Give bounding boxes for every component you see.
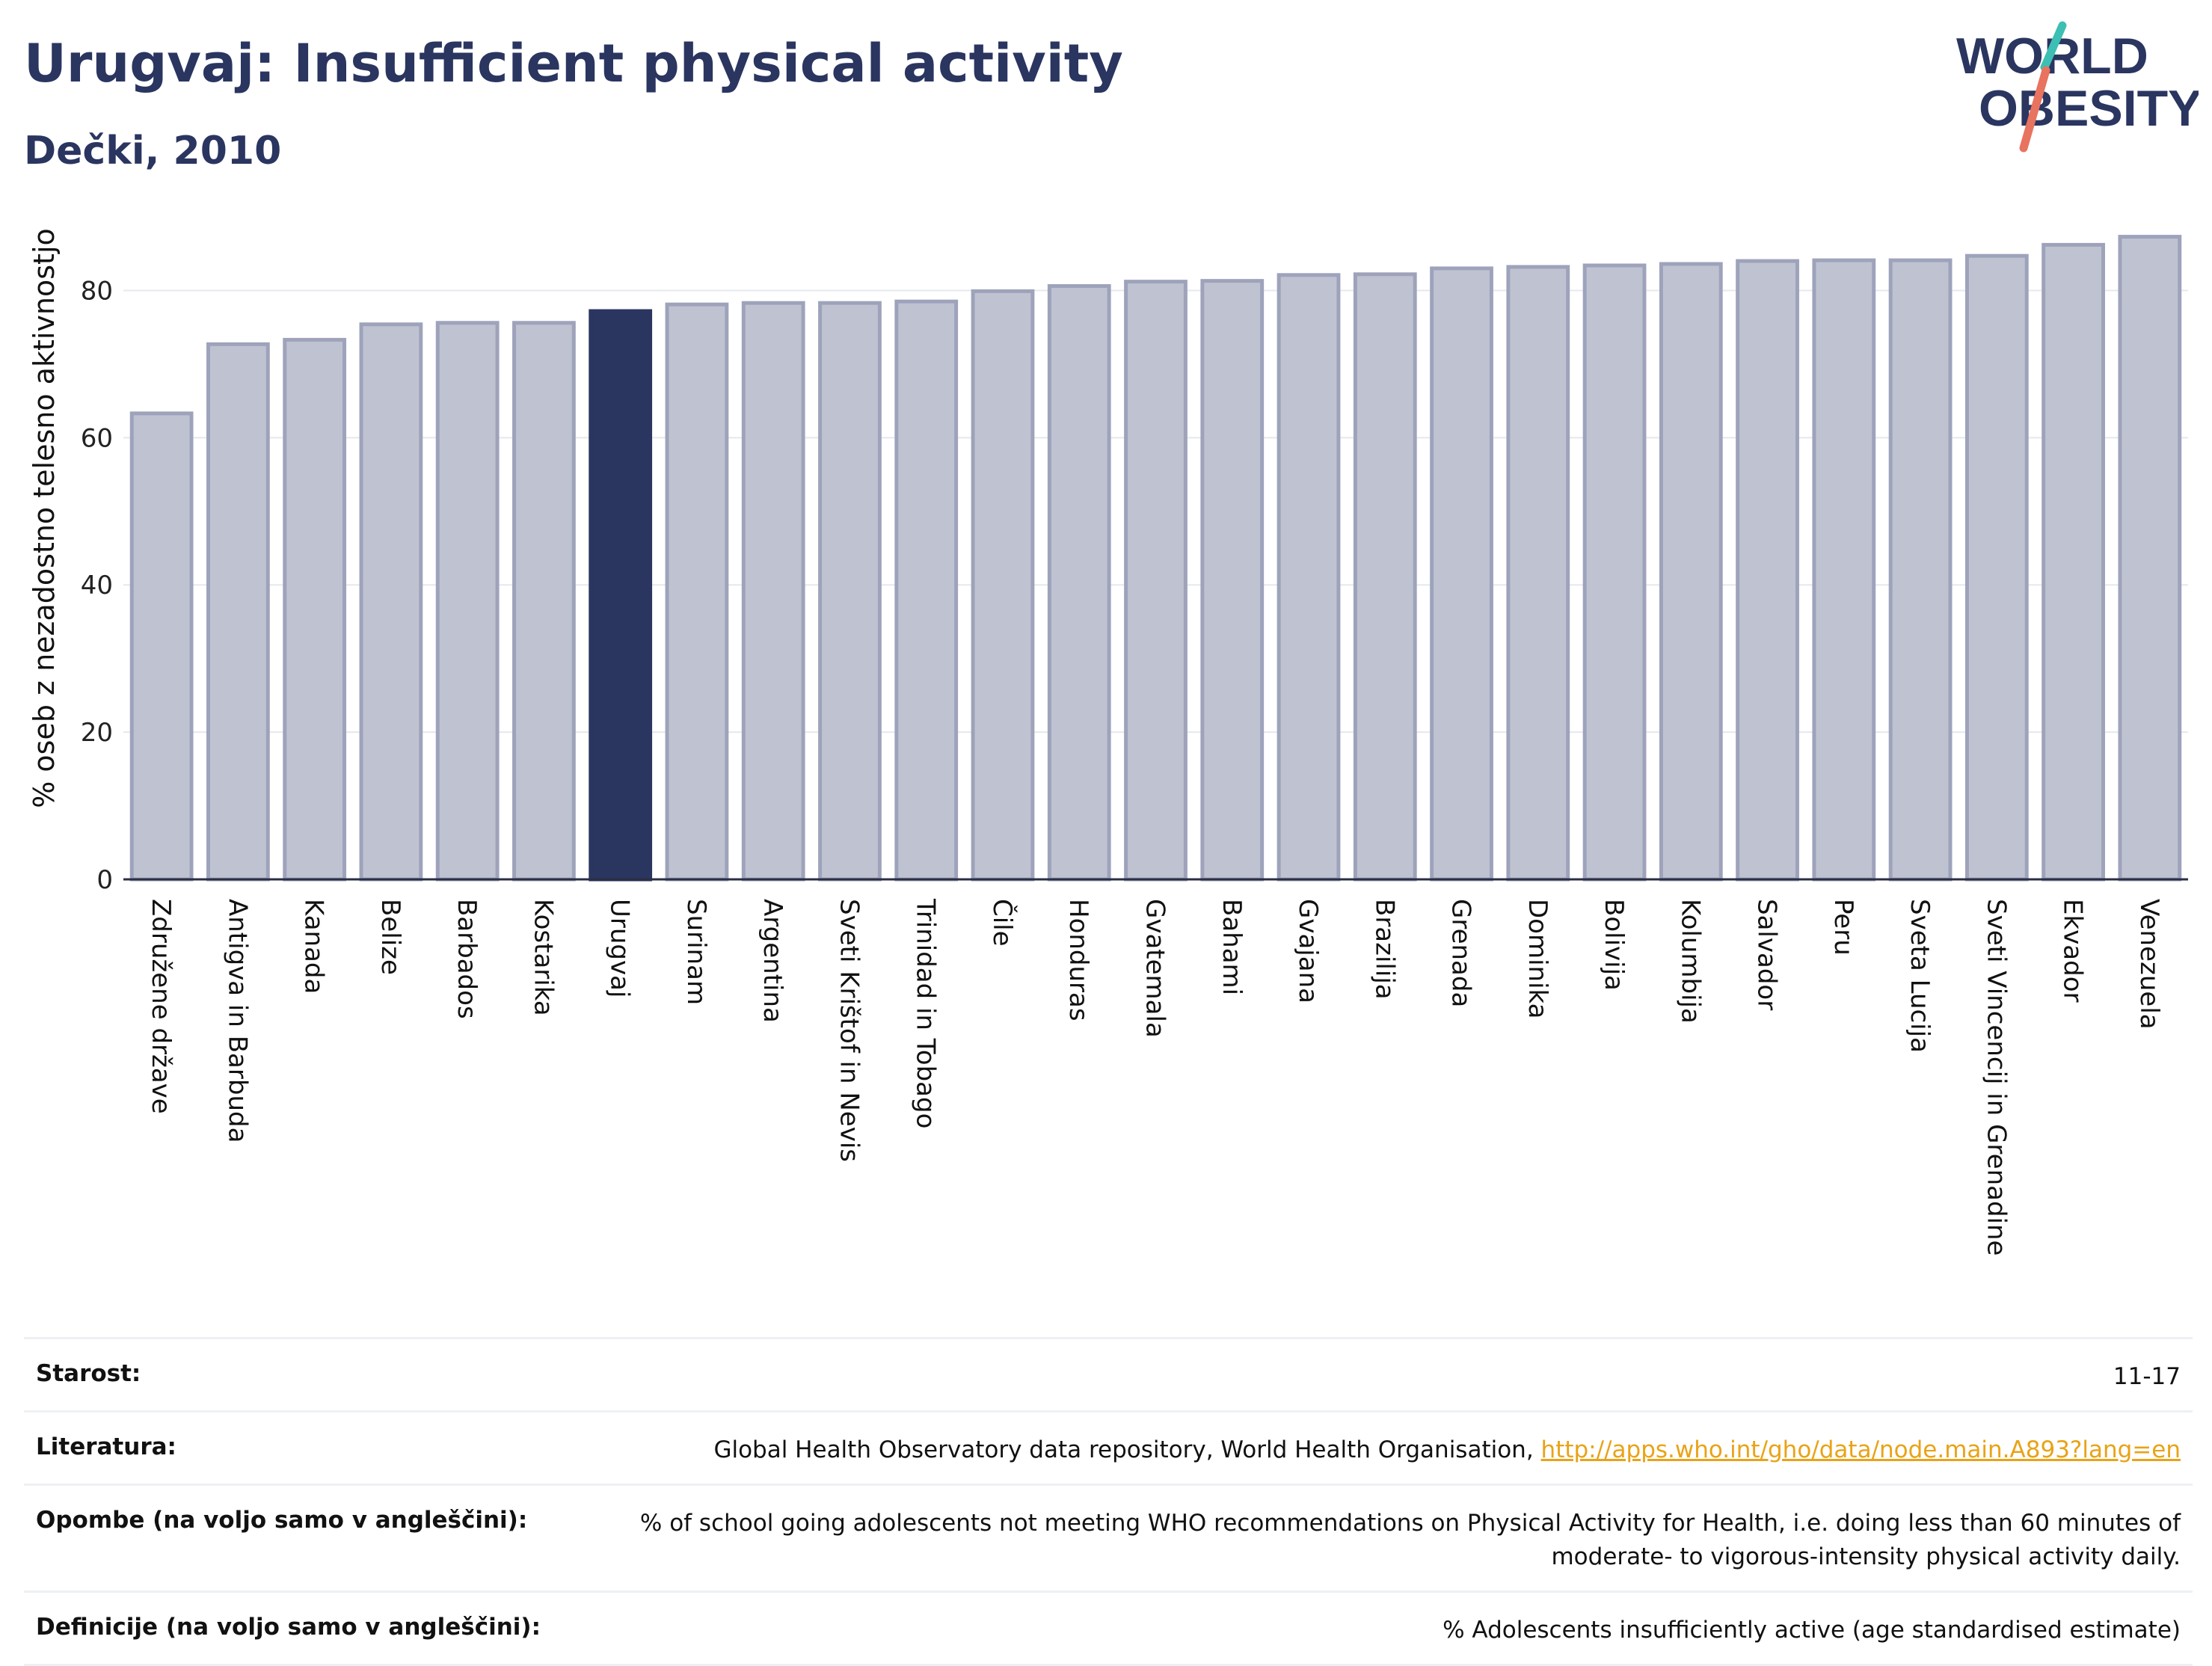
age-label: Starost:	[36, 1360, 141, 1387]
page-subtitle: Dečki, 2010	[24, 129, 282, 173]
y-tick-label: 80	[81, 276, 113, 306]
y-axis-label: % oseb z nezadostno telesno aktivnostjo	[28, 228, 61, 808]
x-tick-label: Grenada	[1446, 899, 1476, 1007]
notes-value: % of school going adolescents not meetin…	[639, 1509, 2181, 1570]
bar	[665, 302, 729, 882]
x-tick-label: Barbados	[452, 899, 482, 1019]
y-tick-label: 40	[81, 571, 113, 600]
x-tick-label: Bahami	[1217, 899, 1247, 995]
bar-chart: 0 20 40 60 80 % oseb z nezadostno telesno akt…	[28, 228, 2188, 1255]
bar	[1200, 279, 1265, 882]
bar	[435, 321, 500, 882]
info-row-age: Starost: 11-17	[24, 1337, 2193, 1410]
bar	[2042, 242, 2105, 882]
bar	[971, 289, 1035, 882]
x-tick-label: Salvador	[1752, 899, 1782, 1010]
x-tick-label: Sveta Lucija	[1905, 899, 1935, 1053]
x-tick-label: Gvatemala	[1140, 899, 1170, 1038]
x-tick-label: Surinam	[681, 899, 711, 1005]
x-tick-label: Ekvador	[2058, 899, 2088, 1003]
bar	[1276, 273, 1341, 882]
x-tick-label: Peru	[1828, 899, 1858, 956]
bar	[206, 342, 270, 882]
bar	[283, 337, 347, 882]
logo-slash-red	[2019, 66, 2050, 153]
x-tick-label: Sveti Krištof in Nevis	[834, 899, 864, 1162]
x-tick-label: Gvajana	[1293, 899, 1323, 1003]
bar	[1353, 272, 1417, 882]
info-row-literature: Literatura: Global Health Observatory da…	[24, 1410, 2193, 1484]
literature-label: Literatura:	[36, 1433, 176, 1460]
x-tick-label: Bolivija	[1599, 899, 1629, 991]
bar	[512, 321, 576, 882]
info-row-notes: Opombe (na voljo samo v angleščini): % o…	[24, 1483, 2193, 1590]
bar	[2118, 235, 2182, 882]
x-tick-label: Kostarika	[528, 899, 558, 1016]
bar	[1582, 263, 1647, 882]
bar	[1736, 259, 1799, 882]
y-tick-label: 60	[81, 423, 113, 453]
x-tick-label: Antigva in Barbuda	[222, 899, 252, 1143]
literature-link[interactable]: http://apps.who.int/gho/data/node.main.A…	[1540, 1436, 2181, 1463]
x-tick-label: Honduras	[1063, 899, 1093, 1021]
x-tick-label: Združene države	[146, 899, 176, 1114]
literature-value: Global Health Observatory data repositor…	[713, 1433, 2181, 1467]
x-tick-label: Kanada	[299, 899, 329, 994]
x-tick-label: Argentina	[758, 899, 787, 1023]
notes-label: Opombe (na voljo samo v angleščini):	[36, 1506, 528, 1534]
age-value: 11-17	[2113, 1363, 2181, 1390]
bar	[1659, 262, 1723, 882]
x-tick-label: Dominika	[1523, 899, 1552, 1018]
y-tick-label: 20	[81, 718, 113, 748]
x-tick-label: Urugvaj	[605, 899, 635, 998]
x-tick-label: Čile	[987, 899, 1018, 947]
bar	[741, 301, 805, 882]
bar	[1812, 258, 1876, 882]
bar	[359, 322, 423, 882]
x-tick-label: Trinidad in Tobago	[911, 898, 941, 1128]
x-tick-label: Venezuela	[2134, 899, 2164, 1030]
info-row-definitions: Definicije (na voljo samo v angleščini):…	[24, 1590, 2193, 1666]
x-tick-label: Brazilija	[1369, 899, 1399, 1000]
bar	[1506, 265, 1570, 882]
bar	[1888, 258, 1953, 882]
definitions-label: Definicije (na voljo samo v angleščini):	[36, 1613, 541, 1641]
bar	[1964, 253, 2029, 882]
page-title: Urugvaj: Insufficient physical activity	[24, 33, 1123, 94]
y-tick-label: 0	[96, 865, 113, 895]
x-tick-label: Belize	[375, 899, 405, 975]
bar	[1124, 280, 1188, 882]
bar	[589, 309, 653, 882]
bar	[818, 301, 882, 882]
bar	[894, 299, 959, 882]
definitions-value: % Adolescents insufficiently active (age…	[1443, 1616, 2181, 1644]
logo-slash-teal	[2040, 21, 2067, 72]
info-table: Starost: 11-17 Literatura: Global Health…	[24, 1337, 2193, 1666]
literature-text: Global Health Observatory data repositor…	[713, 1436, 1541, 1463]
bar	[129, 411, 194, 882]
x-tick-label: Sveti Vincencij in Grenadine	[1981, 899, 2011, 1255]
x-tick-label: Kolumbija	[1675, 899, 1705, 1024]
bar	[1047, 284, 1111, 882]
logo-line2: OBESITY	[1979, 80, 2199, 137]
world-obesity-logo: WORLD OBESITY	[1956, 21, 2199, 153]
bar	[1430, 266, 1493, 882]
